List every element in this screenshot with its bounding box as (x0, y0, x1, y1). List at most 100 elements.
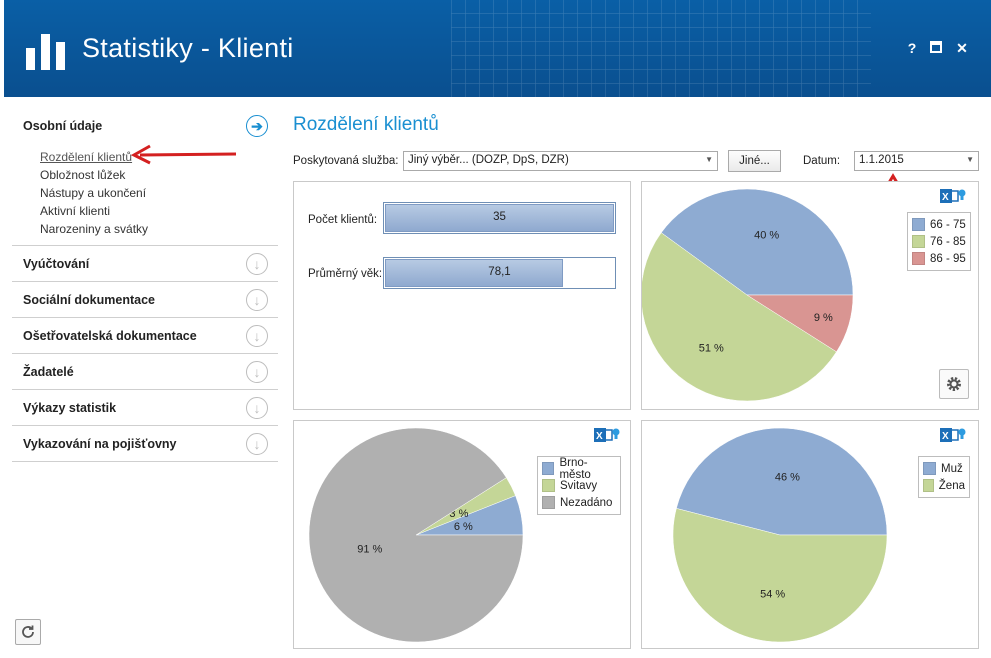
pie-slice-nezadáno (308, 427, 524, 643)
legend-item: Brno-město (542, 457, 616, 481)
pie-value-label: 40 % (754, 230, 779, 242)
legend-swatch (923, 479, 934, 492)
title-bar: Statistiky - Klienti ? ✕ (4, 0, 991, 97)
chevron-down-icon: ▼ (705, 155, 713, 164)
service-select[interactable]: Jiný výběr... (DOZP, DpS, DZR) ▼ (403, 151, 718, 171)
sidebar-item-aktivni-klienti[interactable]: Aktivní klienti (40, 204, 111, 218)
section-label: Sociální dokumentace (23, 292, 155, 307)
pie-value-label: 6 % (454, 521, 473, 533)
age-pie-chart: 40 % 51 % 9 % (642, 188, 854, 402)
pie-value-label: 54 % (760, 588, 785, 600)
sidebar-subitems: Rozdělení klientů Obložnost lůžek Nástup… (12, 144, 278, 246)
legend-item: Žena (923, 477, 965, 494)
legend-item: Nezadáno (542, 494, 616, 511)
excel-export-icon[interactable]: X (940, 187, 966, 205)
section-label: Žadatelé (23, 364, 74, 379)
legend-item: 76 - 85 (912, 233, 966, 250)
refresh-button[interactable] (15, 619, 41, 645)
pie-slice-muž (676, 427, 888, 536)
sidebar-section-vyuctovani[interactable]: Vyúčtování ↓ (12, 246, 278, 282)
age-bar: 78,1 (383, 257, 616, 289)
date-select-value: 1.1.2015 (859, 154, 904, 166)
service-label: Poskytovaná služba: (293, 155, 399, 167)
pie-value-label: 46 % (775, 472, 800, 484)
page-title: Rozdělení klientů (293, 114, 439, 135)
legend-label: Muž (941, 462, 963, 475)
legend-label: Svitavy (560, 479, 598, 492)
arrow-right-circle-icon[interactable]: ➔ (246, 115, 268, 137)
age-bar-fill (385, 259, 564, 287)
annotation-arrowhead-left (130, 144, 151, 165)
gear-icon (947, 377, 961, 391)
sidebar-section-vykazy-statistik[interactable]: Výkazy statistik ↓ (12, 390, 278, 426)
arrow-down-circle-icon[interactable]: ↓ (246, 433, 268, 455)
other-button[interactable]: Jiné... (728, 150, 781, 172)
legend-swatch (542, 479, 555, 492)
count-value: 35 (493, 211, 506, 223)
count-bar-fill (385, 204, 614, 232)
legend-swatch (542, 462, 555, 475)
age-label: Průměrný věk: (308, 268, 383, 280)
sidebar: Osobní údaje ➔ Rozdělení klientů Obložno… (12, 108, 278, 462)
legend-label: Žena (938, 479, 965, 492)
legend-label: 66 - 75 (930, 218, 966, 231)
sidebar-section-vykazovani-na-pojistovny[interactable]: Vykazování na pojišťovny ↓ (12, 426, 278, 462)
arrow-down-circle-icon[interactable]: ↓ (246, 253, 268, 275)
age-legend: 66 - 75 76 - 85 86 - 95 (907, 212, 971, 271)
pie-value-label: 9 % (814, 312, 833, 324)
pie-value-label: 51 % (699, 343, 724, 355)
svg-text:X: X (596, 431, 603, 442)
sidebar-item-nastupy-a-ukonceni[interactable]: Nástupy a ukončení (40, 186, 147, 200)
residence-legend: Brno-město Svitavy Nezadáno (537, 456, 621, 515)
sidebar-item-oblozenost-luzek[interactable]: Obložnost lůžek (40, 168, 126, 182)
service-select-value: Jiný výběr... (DOZP, DpS, DZR) (408, 154, 569, 166)
gender-legend: Muž Žena (918, 456, 970, 498)
date-select[interactable]: 1.1.2015 ▼ (854, 151, 979, 171)
pie-slice-žena (672, 508, 888, 643)
residence-pie-chart: 6 %3 % 91 % (308, 427, 524, 643)
sidebar-section-zadatele[interactable]: Žadatelé ↓ (12, 354, 278, 390)
arrow-down-circle-icon[interactable]: ↓ (246, 325, 268, 347)
window-title: Statistiky - Klienti (82, 33, 294, 63)
legend-swatch (912, 235, 925, 248)
legend-item: 86 - 95 (912, 250, 966, 267)
legend-label: Brno-město (559, 456, 591, 481)
legend-swatch (912, 218, 925, 231)
section-label: Vykazování na pojišťovny (23, 436, 177, 451)
legend-label: Nezadáno (560, 496, 613, 509)
svg-text:X: X (942, 431, 949, 442)
arrow-down-circle-icon[interactable]: ↓ (246, 289, 268, 311)
arrow-down-circle-icon[interactable]: ↓ (246, 397, 268, 419)
date-label: Datum: (803, 155, 841, 167)
excel-export-icon[interactable]: X (594, 426, 620, 444)
pie-slice-86---95 (746, 294, 854, 353)
gender-chart-panel: 46 % 54 % Muž Žena X (641, 420, 979, 649)
annotation-arrow-left (139, 152, 237, 157)
sidebar-item-rozdeleni-klientu[interactable]: Rozdělení klientů (40, 150, 133, 164)
excel-export-icon[interactable]: X (940, 426, 966, 444)
sidebar-section-osetrovatelska-dokumentace[interactable]: Ošetřovatelská dokumentace ↓ (12, 318, 278, 354)
maximize-button[interactable] (928, 40, 944, 56)
svg-text:X: X (942, 192, 949, 203)
sidebar-item-narozeniny-a-svatky[interactable]: Narozeniny a svátky (40, 222, 149, 236)
close-button[interactable]: ✕ (956, 40, 968, 56)
legend-label: 86 - 95 (930, 252, 966, 265)
pie-value-label: 91 % (357, 543, 382, 555)
section-label: Ošetřovatelská dokumentace (23, 328, 197, 343)
legend-item: Muž (923, 460, 965, 477)
legend-swatch (542, 496, 555, 509)
pie-slice-66---75 (660, 188, 854, 296)
legend-item: Svitavy (542, 477, 616, 494)
residence-chart-panel: 6 % 3 % 91 % Brno-město Svitavy Nezadáno X (293, 420, 631, 649)
sidebar-section-socialni-dokumentace[interactable]: Sociální dokumentace ↓ (12, 282, 278, 318)
count-bar: 35 (383, 202, 616, 234)
age-value: 78,1 (488, 266, 511, 278)
pie-value-label: 3 % (449, 508, 468, 520)
arrow-down-circle-icon[interactable]: ↓ (246, 361, 268, 383)
help-button[interactable]: ? (907, 40, 917, 56)
legend-swatch (923, 462, 936, 475)
sidebar-section-osobni-udaje[interactable]: Osobní údaje ➔ (12, 108, 278, 144)
legend-item: 66 - 75 (912, 216, 966, 233)
settings-button[interactable] (939, 369, 969, 399)
section-label: Výkazy statistik (23, 400, 117, 415)
